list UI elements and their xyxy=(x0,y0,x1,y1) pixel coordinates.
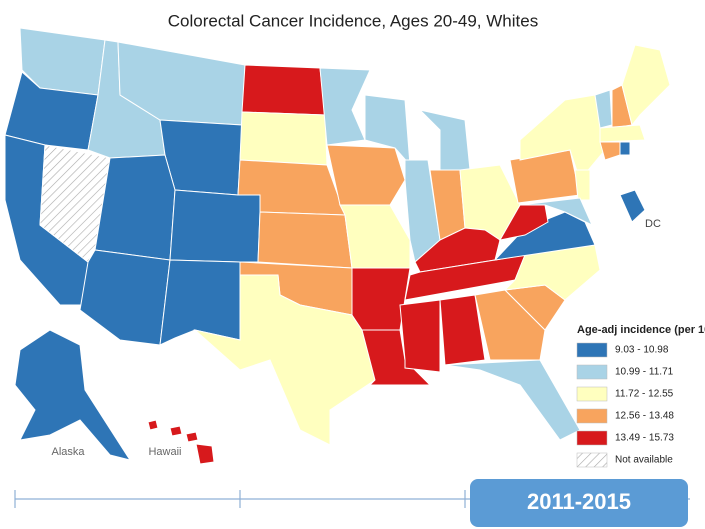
hawaii-label: Hawaii xyxy=(148,446,181,458)
legend-swatch xyxy=(576,430,608,446)
region xyxy=(257,211,353,269)
region xyxy=(399,299,441,373)
region xyxy=(499,204,549,241)
legend-swatch xyxy=(576,408,608,424)
region xyxy=(444,359,581,441)
region xyxy=(169,425,183,437)
region xyxy=(319,67,371,146)
region xyxy=(519,94,606,182)
region xyxy=(364,94,411,167)
period-button[interactable]: 2011-2015 xyxy=(470,479,688,527)
legend-label: 9.03 - 10.98 xyxy=(615,345,669,356)
legend-label: 12.56 - 13.48 xyxy=(615,411,674,422)
region xyxy=(326,144,406,206)
region xyxy=(14,329,132,461)
region xyxy=(574,169,591,201)
region xyxy=(79,249,171,346)
dc-label: DC xyxy=(645,218,661,230)
legend-swatch xyxy=(576,452,608,468)
region xyxy=(519,197,594,227)
region xyxy=(241,64,326,116)
legend-label: Not available xyxy=(615,455,673,466)
region xyxy=(239,111,328,166)
region xyxy=(195,443,215,465)
region xyxy=(339,204,411,269)
legend-label: 11.72 - 12.55 xyxy=(615,389,674,400)
region xyxy=(361,329,432,386)
region xyxy=(599,124,646,143)
region xyxy=(474,289,546,361)
alaska-label: Alaska xyxy=(51,446,85,458)
legend-label: 10.99 - 11.71 xyxy=(615,367,674,378)
region xyxy=(599,141,621,161)
legend-label: 13.49 - 15.73 xyxy=(615,433,674,444)
region xyxy=(185,431,199,443)
period-label: 2011-2015 xyxy=(527,489,631,514)
region xyxy=(621,44,671,127)
legend-swatch xyxy=(576,386,608,402)
region xyxy=(619,141,631,156)
region xyxy=(193,274,376,446)
legend-swatch xyxy=(576,364,608,380)
region xyxy=(439,294,486,366)
region xyxy=(619,189,646,223)
legend-title: Age-adj incidence (per 100 xyxy=(577,324,705,336)
region xyxy=(169,189,261,263)
region xyxy=(147,419,159,431)
legend-swatch xyxy=(576,342,608,358)
map-title: Colorectal Cancer Incidence, Ages 20-49,… xyxy=(168,11,538,30)
